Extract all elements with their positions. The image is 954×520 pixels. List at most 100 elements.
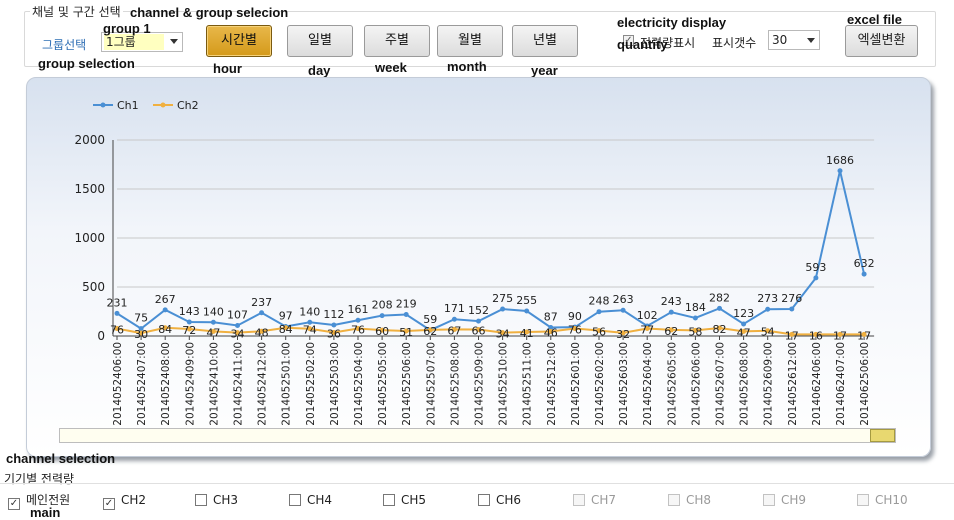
annotation-quantity: quantity <box>617 37 668 52</box>
data-point <box>355 317 361 323</box>
data-point <box>235 323 240 329</box>
legend-marker <box>100 102 106 108</box>
data-label: 275 <box>492 292 513 305</box>
channel-checkbox-1[interactable]: ✓ 메인전원 <box>8 493 70 510</box>
data-label: 34 <box>496 328 510 341</box>
checkbox-box[interactable] <box>478 494 490 506</box>
data-point <box>668 309 674 315</box>
display-quantity-checkbox[interactable]: ✓ <box>623 35 634 46</box>
channel-checkbox-9: CH9 <box>763 493 806 507</box>
data-point <box>765 306 771 312</box>
checkbox-box[interactable]: ✓ <box>8 498 20 510</box>
data-point <box>476 327 481 333</box>
display-count-label: 표시갯수 <box>712 36 757 50</box>
checkbox-box[interactable]: ✓ <box>103 498 115 510</box>
data-point <box>355 326 361 332</box>
checkbox-box[interactable] <box>383 494 395 506</box>
data-point <box>717 325 722 331</box>
channel-checkbox-2[interactable]: ✓ CH2 <box>103 493 146 510</box>
data-point <box>283 325 289 331</box>
channel-checkbox-4[interactable]: CH4 <box>289 493 332 507</box>
data-label: 60 <box>375 325 389 338</box>
data-label: 208 <box>372 299 393 312</box>
display-quantity-label: 전력량표시 <box>640 36 696 50</box>
scrollbar-thumb[interactable] <box>870 429 895 442</box>
checkbox-box[interactable] <box>195 494 207 506</box>
channel-checkbox-3[interactable]: CH3 <box>195 493 238 507</box>
x-tick-label: 2014052512:00 <box>546 342 558 426</box>
data-point <box>861 331 867 337</box>
data-point <box>427 327 433 333</box>
excel-export-button[interactable]: 엑셀변환 <box>845 25 918 57</box>
data-label: 17 <box>785 329 799 342</box>
x-tick-label: 2014052407:00 <box>136 342 148 426</box>
channel-checkbox-6[interactable]: CH6 <box>478 493 521 507</box>
x-tick-label: 2014052604:00 <box>642 342 654 426</box>
data-label: 282 <box>709 291 730 304</box>
data-label: 75 <box>134 312 148 325</box>
data-label: 32 <box>616 328 630 341</box>
hour-button[interactable]: 시간별 <box>206 25 272 57</box>
annotation-hour: hour <box>213 61 242 76</box>
data-label: 248 <box>589 295 610 308</box>
channel-group-selection-box <box>24 11 936 67</box>
x-tick-label: 2014052509:00 <box>474 342 486 426</box>
data-point <box>162 325 168 331</box>
channel-checkbox-8: CH8 <box>668 493 711 507</box>
data-label: 84 <box>279 323 293 336</box>
data-label: 54 <box>761 326 775 339</box>
channel-checkbox-label: CH9 <box>781 493 807 507</box>
data-point <box>572 326 578 332</box>
display-count-select[interactable]: 30 <box>768 30 820 50</box>
data-point <box>331 329 337 335</box>
checkbox-box <box>763 494 775 506</box>
x-tick-label: 2014052612:00 <box>787 342 799 426</box>
data-point <box>451 316 457 322</box>
data-label: 51 <box>399 326 413 339</box>
x-tick-label: 2014052505:00 <box>377 342 389 426</box>
x-tick-label: 2014052609:00 <box>763 342 775 426</box>
data-point <box>379 327 385 333</box>
data-label: 58 <box>688 325 702 338</box>
channel-checkbox-label: CH3 <box>213 493 239 507</box>
data-label: 140 <box>299 305 320 318</box>
data-point <box>741 321 747 327</box>
week-button[interactable]: 주별 <box>364 25 430 57</box>
data-label: 102 <box>637 309 658 322</box>
channel-checkbox-5[interactable]: CH5 <box>383 493 426 507</box>
data-point <box>210 328 216 334</box>
data-point <box>620 307 626 313</box>
checkbox-box[interactable] <box>289 494 301 506</box>
year-button[interactable]: 년별 <box>512 25 578 57</box>
data-label: 140 <box>203 305 224 318</box>
x-tick-label: 2014052501:00 <box>281 342 293 426</box>
data-label: 17 <box>857 329 871 342</box>
data-label: 47 <box>737 326 751 339</box>
data-label: 62 <box>664 325 678 338</box>
channel-checkbox-label: CH7 <box>591 493 617 507</box>
channel-section-divider <box>0 483 954 484</box>
x-tick-label: 2014052607:00 <box>715 342 727 426</box>
month-button[interactable]: 월별 <box>437 25 503 57</box>
checkbox-box <box>857 494 869 506</box>
data-point <box>741 328 747 334</box>
legend-label: Ch1 <box>117 99 139 112</box>
channel-checkbox-label: CH4 <box>307 493 333 507</box>
data-label: 255 <box>516 294 537 307</box>
chart-horizontal-scrollbar[interactable] <box>59 428 896 443</box>
data-label: 48 <box>255 326 269 339</box>
group-select[interactable]: 1그룹 <box>101 32 183 52</box>
annotation-year: year <box>531 63 558 78</box>
data-label: 62 <box>423 325 437 338</box>
chart-panel: 0 500 1000 1500 2000 2014052406:00 2014052407:… <box>26 77 931 457</box>
series-line-ch2 <box>116 326 865 336</box>
data-point <box>524 308 530 314</box>
annotation-channel-selection: channel selection <box>6 451 116 466</box>
data-point <box>692 315 698 321</box>
annotation-electricity-display: electricity display <box>617 15 727 30</box>
x-tick-label: 2014052507:00 <box>425 342 437 426</box>
chevron-down-icon <box>170 39 178 44</box>
data-label: 632 <box>854 257 875 270</box>
data-label: 152 <box>468 304 489 317</box>
day-button[interactable]: 일별 <box>287 25 353 57</box>
